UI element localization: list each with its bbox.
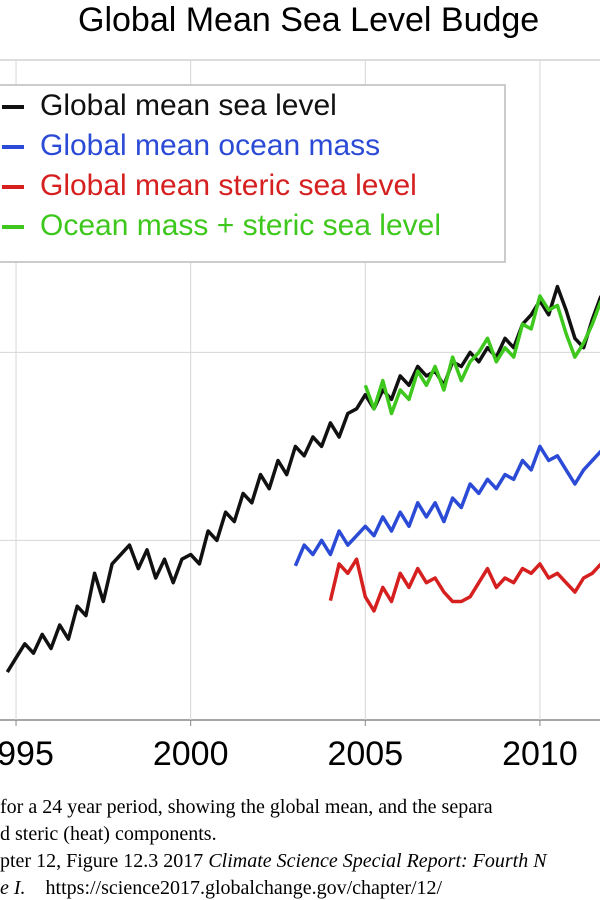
series-line bbox=[5, 284, 600, 674]
series-line bbox=[363, 294, 600, 416]
x-tick-label: 2000 bbox=[153, 735, 229, 773]
legend-label: Global mean sea level bbox=[40, 89, 337, 122]
legend-label: Ocean mass + steric sea level bbox=[40, 209, 441, 242]
caption-line: e I. https://science2017.globalchange.go… bbox=[0, 877, 443, 899]
caption-segment: e I. bbox=[0, 877, 26, 899]
legend-label: Global mean ocean mass bbox=[40, 129, 380, 162]
legend-box bbox=[0, 84, 506, 263]
caption-line: for a 24 year period, showing the global… bbox=[0, 796, 493, 818]
series-line bbox=[328, 557, 600, 613]
caption-line: d steric (heat) components. bbox=[0, 823, 217, 845]
caption-segment: Climate Science Special Report: Fourth N bbox=[208, 850, 548, 872]
caption-segment: for a 24 year period, showing the global… bbox=[0, 796, 493, 818]
x-tick-label: 2010 bbox=[502, 735, 578, 773]
series-line bbox=[293, 444, 600, 567]
caption-segment: d steric (heat) components. bbox=[0, 823, 217, 845]
x-tick-label: 1995 bbox=[0, 735, 54, 773]
chart-title: Global Mean Sea Level Budge bbox=[78, 1, 539, 39]
x-tick-label: 2005 bbox=[327, 735, 403, 773]
caption-line: pter 12, Figure 12.3 2017 Climate Scienc… bbox=[0, 850, 548, 872]
legend: Global mean sea level Global mean ocean m… bbox=[0, 84, 506, 263]
caption-segment: pter 12, Figure 12.3 2017 bbox=[0, 850, 208, 872]
legend-label: Global mean steric sea level bbox=[40, 169, 417, 202]
caption-segment: https://science2017.globalchange.gov/cha… bbox=[26, 877, 443, 899]
